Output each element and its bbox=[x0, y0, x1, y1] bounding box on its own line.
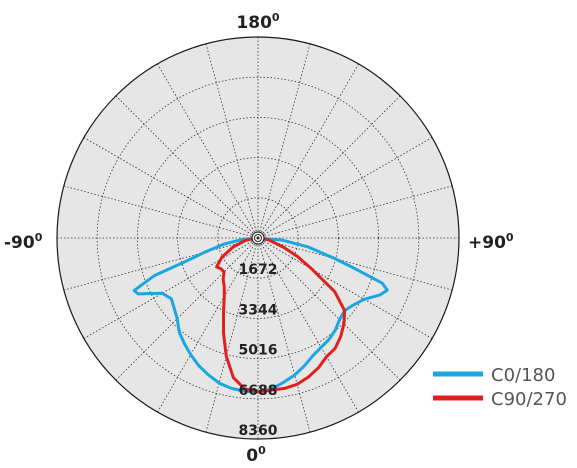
ring-label-5016: 5016 bbox=[239, 343, 278, 359]
outer-circle bbox=[56, 36, 460, 440]
angle-label-minus-90: -900 bbox=[4, 231, 43, 253]
center-marker-dot bbox=[256, 236, 260, 240]
legend: C0/180 C90/270 bbox=[433, 365, 567, 410]
series-c90-270-curve bbox=[215, 236, 347, 394]
ring-label-8360: 8360 bbox=[239, 423, 278, 439]
series-layer bbox=[132, 236, 389, 394]
grid-ring-0 bbox=[217, 197, 299, 279]
legend-label-c90-270: C90/270 bbox=[491, 389, 567, 410]
center-marker bbox=[251, 231, 265, 245]
angle-label-0: 00 bbox=[246, 444, 266, 466]
grid bbox=[57, 37, 459, 439]
ring-label-1672: 1672 bbox=[239, 262, 278, 278]
angle-label-plus-90: +900 bbox=[468, 231, 514, 253]
center-marker-inner bbox=[254, 234, 262, 242]
ring-label-6688: 6688 bbox=[239, 383, 278, 399]
angle-label-180: 1800 bbox=[236, 11, 280, 33]
grid-ring-2 bbox=[136, 117, 379, 359]
grid-ring-3 bbox=[96, 76, 420, 400]
grid-ring-1 bbox=[177, 157, 339, 319]
ring-label-3344: 3344 bbox=[239, 302, 278, 318]
ring-labels: 1672 3344 5016 6688 8360 bbox=[239, 262, 278, 439]
legend-label-c0-180: C0/180 bbox=[491, 365, 555, 386]
